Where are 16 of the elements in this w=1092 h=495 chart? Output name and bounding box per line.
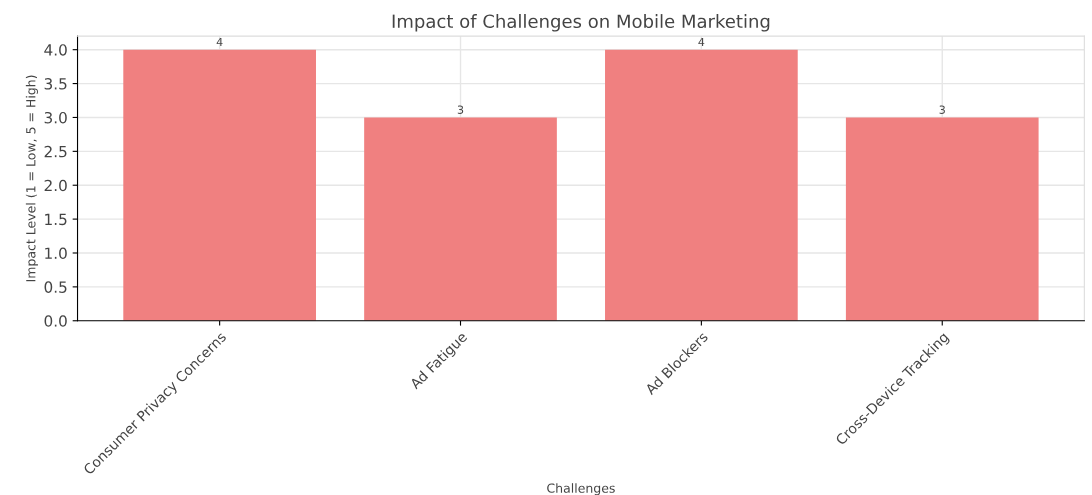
y-tick-label: 2.5 — [44, 145, 67, 158]
y-tick-label: 0.5 — [44, 281, 67, 293]
data-label: 3 — [939, 105, 945, 114]
y-axis-title: Impact Level (1 = Low, 5 = High) — [25, 75, 38, 282]
y-tick-label: 4.0 — [44, 44, 67, 56]
y-tick-label: 3.5 — [44, 78, 67, 90]
chart-title: Impact of Challenges on Mobile Marketing — [392, 14, 770, 32]
x-axis-title: Challenges — [547, 483, 615, 495]
data-label: 4 — [216, 37, 223, 46]
y-tick-label: 2.0 — [44, 179, 67, 192]
y-tick-label: 0.0 — [44, 315, 67, 327]
y-tick-label: 1.5 — [45, 213, 67, 226]
data-label: 3 — [457, 105, 464, 114]
data-label: 4 — [698, 37, 705, 46]
y-tick-label: 3.0 — [44, 111, 67, 124]
y-tick-label: 1.0 — [45, 247, 67, 260]
